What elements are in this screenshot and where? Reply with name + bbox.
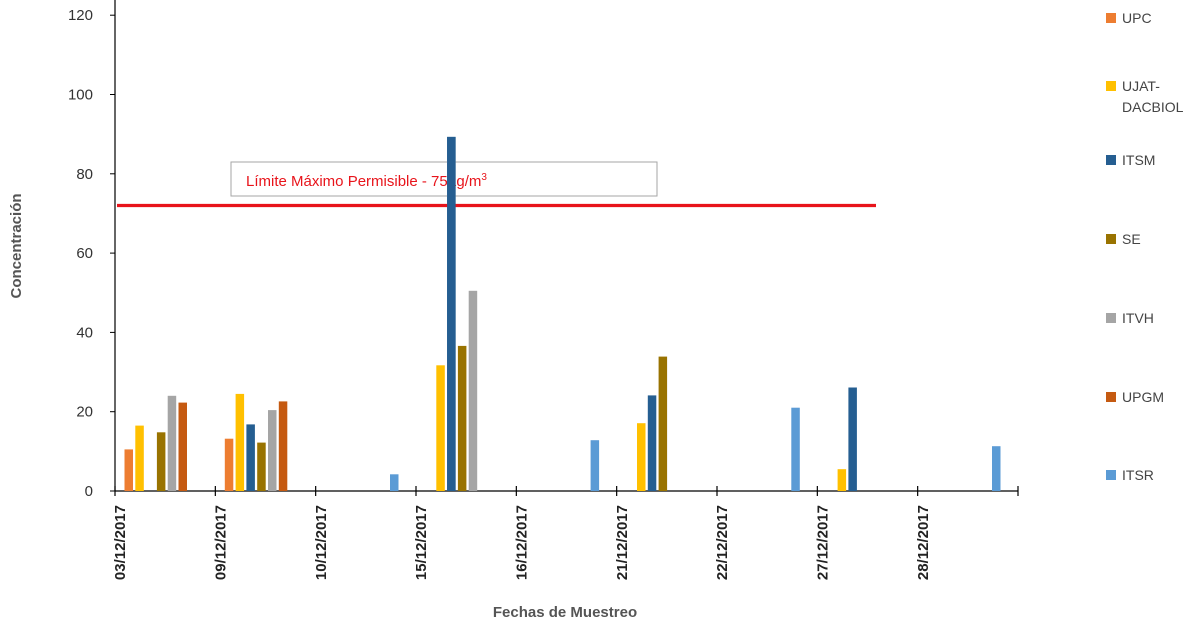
bar-itsr-8: [992, 446, 1001, 491]
x-category-label: 15/12/2017: [413, 505, 430, 580]
bar-itsr-4: [590, 440, 600, 491]
bar-se-5: [658, 356, 668, 491]
legend-label-se: SE: [1122, 231, 1141, 247]
legend-swatch-ujat-dacbiol: [1106, 81, 1116, 91]
legend-label-itvh: ITVH: [1122, 310, 1154, 326]
y-tick-label: 20: [76, 404, 93, 421]
x-category-label: 21/12/2017: [614, 505, 631, 580]
legend-swatch-upc: [1106, 13, 1116, 23]
y-tick-label: 60: [76, 245, 93, 262]
legend-label-itsr: ITSR: [1122, 467, 1154, 483]
x-category-label: 22/12/2017: [714, 505, 731, 580]
bar-upgm-0: [178, 402, 187, 491]
limit-annotation-label: Límite Máximo Permisible - 75µg/m3: [246, 172, 487, 190]
bar-ujat-dacbiol-3: [436, 365, 445, 491]
legend-swatch-upgm: [1106, 392, 1116, 402]
y-tick-label: 100: [68, 87, 93, 104]
bar-itvh-0: [167, 395, 177, 491]
bar-upgm-1: [278, 401, 288, 491]
limit-annotation-box: [230, 161, 658, 197]
bar-se-0: [156, 432, 166, 491]
legend-swatch-se: [1106, 234, 1116, 244]
x-category-label: 10/12/2017: [313, 505, 330, 580]
legend-swatch-itsr: [1106, 470, 1116, 480]
bar-itvh-1: [268, 410, 277, 491]
y-tick-label: 80: [76, 166, 93, 183]
x-category-label: 16/12/2017: [514, 505, 531, 580]
x-category-label: 03/12/2017: [112, 505, 129, 580]
bar-ujat-dacbiol-0: [135, 425, 144, 491]
bar-upc-0: [124, 449, 133, 491]
legend-swatch-itsm: [1106, 155, 1116, 165]
y-tick-label: 0: [85, 483, 93, 500]
bar-itsr-2: [390, 474, 399, 491]
bar-ujat-dacbiol-7: [837, 469, 847, 491]
bar-itsm-1: [246, 424, 255, 491]
y-tick-label: 120: [68, 7, 93, 24]
legend-label-upc: UPC: [1122, 10, 1152, 26]
legend-swatch-itvh: [1106, 313, 1116, 323]
y-axis-title: Concentración: [8, 193, 25, 298]
bar-se-1: [257, 442, 266, 491]
x-category-label: 28/12/2017: [915, 505, 932, 580]
x-axis-title: Fechas de Muestreo: [493, 604, 637, 621]
legend-label-itsm: ITSM: [1122, 152, 1155, 168]
legend-label-ujat-dacbiol: UJAT-DACBIOL: [1122, 78, 1184, 115]
x-category-label: 27/12/2017: [815, 505, 832, 580]
bar-se-3: [457, 345, 467, 491]
bar-itsm-7: [848, 387, 857, 491]
bar-itsr-6: [791, 407, 800, 491]
bar-ujat-dacbiol-5: [637, 423, 646, 491]
bar-ujat-dacbiol-1: [235, 393, 245, 491]
x-category-label: 09/12/2017: [213, 505, 230, 580]
bar-itsm-overlay: [447, 136, 456, 491]
y-tick-label: 40: [76, 324, 93, 341]
bar-upc-1: [224, 438, 234, 491]
legend-label-upgm: UPGM: [1122, 389, 1164, 405]
bar-itvh-3: [468, 290, 478, 491]
bar-itsm-5: [647, 395, 657, 491]
